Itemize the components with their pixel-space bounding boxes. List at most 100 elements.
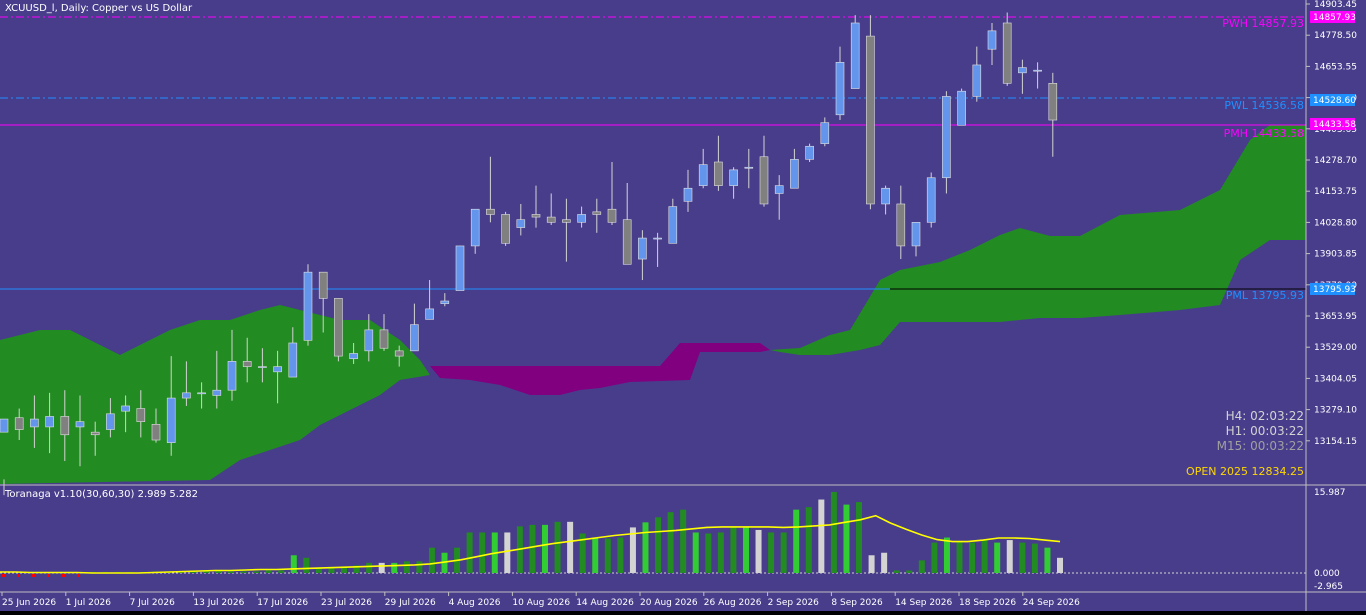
histogram-bar xyxy=(793,509,800,573)
histogram-bar xyxy=(529,524,536,573)
histogram-bar xyxy=(943,537,950,573)
indicator-marker xyxy=(17,574,20,577)
histogram-bar xyxy=(717,532,724,573)
candle-body xyxy=(607,208,617,223)
histogram-bar xyxy=(705,533,712,573)
date-tick-label: 14 Aug 2026 xyxy=(576,598,634,608)
timer-h1: H1: 00:03:22 xyxy=(1225,424,1304,438)
candle-body xyxy=(896,203,906,247)
cloud-bear xyxy=(430,343,770,395)
date-tick-label: 24 Sep 2026 xyxy=(1023,598,1080,608)
candle-body xyxy=(729,169,738,186)
histogram-bar xyxy=(328,566,335,573)
level-tag xyxy=(1310,283,1355,295)
histogram-bar xyxy=(856,502,863,573)
histogram-bar xyxy=(969,542,976,573)
candle-body xyxy=(926,177,936,223)
histogram-bar xyxy=(881,552,888,573)
candle-body xyxy=(942,96,951,179)
candle-body xyxy=(714,161,723,186)
candle-body xyxy=(501,214,510,244)
candle-body xyxy=(531,214,541,218)
candle-body xyxy=(592,211,602,215)
histogram-bar xyxy=(227,571,234,573)
histogram-bar xyxy=(931,542,938,573)
indicator-signal-line xyxy=(0,514,1061,574)
candle-body xyxy=(805,145,814,160)
histogram-bar xyxy=(629,527,636,573)
candle-body xyxy=(850,22,860,89)
candle-body xyxy=(288,342,298,378)
histogram-bar xyxy=(893,570,900,573)
candles xyxy=(0,12,1058,496)
candle-body xyxy=(334,298,343,357)
candle-body xyxy=(638,237,647,260)
candle-body xyxy=(698,164,708,186)
candle-body xyxy=(242,361,252,367)
candle-body xyxy=(227,361,237,391)
candle-body xyxy=(1033,69,1042,72)
histogram-bar xyxy=(253,571,260,573)
candle-body xyxy=(45,416,54,428)
candle-body xyxy=(653,237,662,240)
indicator-marker xyxy=(47,574,50,577)
candle-body xyxy=(881,187,890,205)
candle-body xyxy=(349,353,358,360)
date-tick-label: 26 Aug 2026 xyxy=(704,598,762,608)
histogram-bar xyxy=(403,561,410,573)
candle-body xyxy=(1002,22,1012,84)
histogram-bar xyxy=(366,562,373,573)
histogram-bar xyxy=(918,560,925,573)
indicator-tick-label: 15.987 xyxy=(1314,488,1346,498)
pwh-label: PWH 14857.93 xyxy=(1222,17,1304,30)
histogram-bar xyxy=(579,533,586,573)
indicator-marker xyxy=(77,574,80,577)
candle-body xyxy=(197,392,206,395)
candle-body xyxy=(121,405,130,412)
histogram-bar xyxy=(604,538,611,573)
price-tick-label: 14153.75 xyxy=(1314,187,1357,197)
candle-body xyxy=(470,208,480,247)
candle-body xyxy=(90,431,100,436)
date-tick-label: 4 Aug 2026 xyxy=(449,598,501,608)
price-tick-label: 14778.50 xyxy=(1314,31,1357,41)
histogram-bar xyxy=(730,527,737,573)
candle-body xyxy=(668,206,678,244)
histogram-bar xyxy=(742,527,749,573)
indicator-marker xyxy=(2,574,5,577)
histogram-bar xyxy=(290,555,297,573)
date-tick-label: 20 Aug 2026 xyxy=(640,598,698,608)
histogram-bar xyxy=(1044,547,1051,573)
histogram-bar xyxy=(1006,540,1013,573)
date-tick-label: 18 Sep 2026 xyxy=(959,598,1016,608)
histogram-bar xyxy=(868,555,875,573)
date-tick-label: 13 Jul 2026 xyxy=(193,598,244,608)
histogram-bar xyxy=(416,561,423,573)
candle-body xyxy=(394,350,404,357)
candle-body xyxy=(151,423,161,441)
indicator-panel xyxy=(0,491,1306,577)
candle-body xyxy=(790,159,799,189)
histogram-bar xyxy=(680,509,687,573)
timer-m15: M15: 00:03:22 xyxy=(1216,439,1304,453)
histogram-bar xyxy=(1057,557,1063,573)
histogram-bar xyxy=(617,537,624,573)
level-tag xyxy=(1310,11,1355,23)
candle-body xyxy=(622,219,632,265)
level-tag xyxy=(1310,94,1355,106)
candle-body xyxy=(957,90,966,126)
candle-body xyxy=(546,216,556,223)
histogram-bar xyxy=(240,571,247,573)
candle-body xyxy=(972,64,982,97)
price-tick-label: 14278.70 xyxy=(1314,156,1357,166)
histogram-bar xyxy=(768,532,775,573)
price-tick-label: 13404.05 xyxy=(1314,374,1357,384)
price-tick-label: 13653.95 xyxy=(1314,312,1357,322)
indicator-marker xyxy=(32,574,35,577)
histogram-bar xyxy=(981,540,988,573)
histogram-bar xyxy=(202,570,209,573)
indicator-title: Toranaga v1.10(30,60,30) 2.989 5.282 xyxy=(5,489,199,500)
